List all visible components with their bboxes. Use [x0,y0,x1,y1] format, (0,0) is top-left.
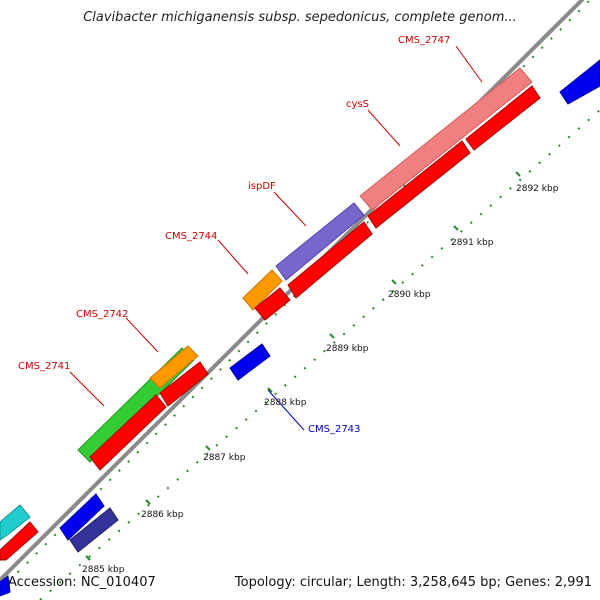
gene-cyss-feature[interactable] [359,67,533,211]
tick-label: 2892 kbp [516,184,559,194]
callout-line [267,389,305,431]
major-ticks [85,171,521,561]
callout-line [367,109,401,147]
tick-label: 2890 kbp [388,290,431,300]
position-ticks: 2885 kbp 2886 kbp 2887 kbp 2888 kbp 2889… [82,184,559,575]
gene-cms-2743-feature[interactable] [229,343,271,381]
map-title: Clavibacter michiganensis subsp. sepedon… [83,10,517,25]
gene-label-cms-2747[interactable]: CMS_2747 [398,35,450,46]
gene-label-cyss[interactable]: cysS [346,99,369,110]
reverse-cds-block[interactable] [0,575,11,597]
tick-label: 2885 kbp [82,565,125,575]
major-tick [145,499,151,505]
reverse-cds-block[interactable] [59,493,105,541]
gene-callouts [69,45,483,431]
gene-label-ispdf[interactable]: ispDF [248,181,276,192]
gene-left-edge-feature[interactable] [0,504,31,541]
callout-line [217,239,249,275]
callout-line [69,371,105,407]
cds-block[interactable] [89,394,167,471]
tick-label: 2891 kbp [451,238,494,248]
gene-cms-2744-feature[interactable] [242,269,283,311]
topology-label: Topology: circular; Length: 3,258,645 bp… [234,575,592,590]
tick-label: 2888 kbp [264,398,307,408]
cds-block[interactable] [159,361,209,407]
major-tick [453,225,459,231]
accession-label: Accession: NC_010407 [8,575,156,590]
gene-cms-2742-feature[interactable] [149,345,199,389]
reverse-cds-block[interactable] [559,59,600,105]
gene-ispdf-feature[interactable] [275,202,365,281]
major-tick [515,171,521,177]
tick-label: 2886 kbp [141,510,184,520]
cds-block[interactable] [287,221,373,299]
callout-line [125,317,159,353]
gene-label-cms-2744[interactable]: CMS_2744 [165,231,217,242]
cds-block[interactable] [0,521,39,561]
tick-label: 2887 kbp [203,453,246,463]
callout-line [273,191,307,227]
reverse-cds-block[interactable] [69,507,119,553]
callout-line [455,45,483,83]
gene-label-cms-2742[interactable]: CMS_2742 [76,309,128,320]
major-tick [391,279,397,285]
cds-block[interactable] [465,85,541,151]
major-tick [329,333,335,339]
tick-label: 2889 kbp [326,344,369,354]
gene-label-cms-2743[interactable]: CMS_2743 [308,424,360,435]
major-tick [205,445,211,451]
major-tick [267,387,273,393]
cds-block[interactable] [367,140,471,229]
gene-label-cms-2741[interactable]: CMS_2741 [18,361,70,372]
cds-block[interactable] [254,287,291,321]
gene-labels: CMS_2741 CMS_2742 CMS_2744 ispDF cysS CM… [18,35,450,435]
major-tick [85,555,91,561]
